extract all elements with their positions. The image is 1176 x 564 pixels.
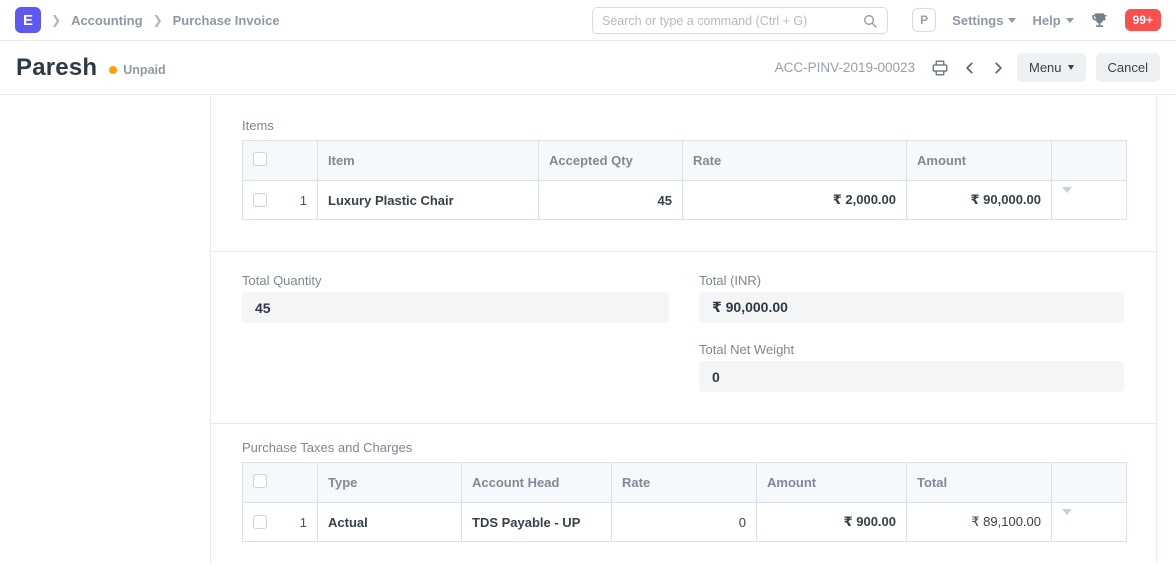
breadcrumb-purchase-invoice[interactable]: Purchase Invoice — [172, 12, 280, 28]
row-index: 1 — [299, 192, 307, 208]
tax-total-cell[interactable]: ₹ 89,100.00 — [906, 502, 1052, 542]
items-header-accepted-qty: Accepted Qty — [538, 140, 683, 181]
items-table-row: 1 Luxury Plastic Chair 45 ₹ 2,000.00 ₹ 9… — [242, 180, 1127, 220]
rate-cell[interactable]: ₹ 2,000.00 — [682, 180, 907, 220]
cancel-button-label: Cancel — [1107, 60, 1148, 75]
document-id: ACC-PINV-2019-00023 — [774, 60, 915, 75]
cancel-button[interactable]: Cancel — [1095, 53, 1160, 82]
breadcrumb-chevron-icon: ❯ — [51, 13, 62, 27]
items-section: Items Item Accepted Qty Rate Amount — [211, 95, 1156, 252]
taxes-header-amount: Amount — [756, 462, 907, 503]
settings-menu[interactable]: Settings — [952, 12, 1017, 28]
taxes-section-label: Purchase Taxes and Charges — [242, 440, 413, 455]
menu-button-label: Menu — [1029, 60, 1062, 75]
page-title: Paresh — [16, 53, 98, 81]
unpaid-status-dot-icon — [109, 65, 118, 74]
total-net-weight-value: 0 — [699, 361, 1124, 392]
form-container: Items Item Accepted Qty Rate Amount — [210, 95, 1157, 563]
total-net-weight-field: Total Net Weight 0 — [699, 342, 1124, 392]
row-checkbox[interactable] — [253, 193, 267, 207]
breadcrumb-chevron-icon: ❯ — [152, 13, 163, 27]
items-section-label: Items — [242, 118, 274, 133]
items-header-row: Item Accepted Qty Rate Amount — [242, 140, 1127, 181]
status-badge: Unpaid — [109, 62, 166, 77]
amount-cell[interactable]: ₹ 90,000.00 — [906, 180, 1052, 220]
chevron-down-icon — [1067, 65, 1074, 70]
row-checkbox[interactable] — [253, 515, 267, 529]
account-head-cell[interactable]: TDS Payable - UP — [461, 502, 612, 542]
chevron-right-icon — [991, 61, 1005, 75]
total-inr-value: ₹ 90,000.00 — [699, 292, 1124, 323]
total-inr-label: Total (INR) — [699, 273, 762, 288]
settings-label: Settings — [952, 12, 1004, 28]
dropdown-caret-icon — [1062, 508, 1072, 530]
chevron-down-icon — [1065, 17, 1074, 23]
taxes-table: Type Account Head Rate Amount Total 1 — [242, 462, 1127, 542]
total-quantity-label: Total Quantity — [242, 273, 322, 288]
form-body: Items Item Accepted Qty Rate Amount — [0, 95, 1176, 563]
type-cell[interactable]: Actual — [317, 502, 462, 542]
totals-section: Total Quantity 45 Total (INR) ₹ 90,000.0… — [211, 252, 1156, 424]
total-net-weight-label: Total Net Weight — [699, 342, 795, 357]
search-icon — [862, 13, 878, 29]
items-table: Item Accepted Qty Rate Amount 1 Luxury P… — [242, 140, 1127, 220]
chevron-down-icon — [1008, 17, 1017, 23]
breadcrumb-accounting[interactable]: Accounting — [71, 12, 143, 28]
user-avatar[interactable]: P — [912, 8, 937, 32]
items-header-rate: Rate — [682, 140, 907, 181]
row-index: 1 — [299, 514, 307, 530]
global-search[interactable] — [592, 7, 888, 34]
tax-amount-cell[interactable]: ₹ 900.00 — [756, 502, 907, 542]
total-quantity-value: 45 — [242, 292, 669, 323]
row-expand-toggle[interactable] — [1051, 180, 1127, 220]
print-button[interactable] — [929, 57, 951, 79]
taxes-header-rate: Rate — [611, 462, 757, 503]
taxes-header-row: Type Account Head Rate Amount Total — [242, 462, 1127, 503]
chevron-left-icon — [963, 61, 977, 75]
items-header-amount: Amount — [906, 140, 1052, 181]
help-menu[interactable]: Help — [1032, 12, 1074, 28]
notifications-badge[interactable]: 99+ — [1124, 9, 1161, 31]
select-all-checkbox[interactable] — [253, 474, 267, 488]
printer-icon — [931, 59, 949, 77]
prev-document-button[interactable] — [961, 59, 979, 77]
dropdown-caret-icon — [1062, 186, 1072, 208]
total-quantity-field: Total Quantity 45 — [242, 273, 669, 323]
item-cell[interactable]: Luxury Plastic Chair — [317, 180, 539, 220]
tax-rate-cell[interactable]: 0 — [611, 502, 757, 542]
accepted-qty-cell[interactable]: 45 — [538, 180, 683, 220]
taxes-section: Purchase Taxes and Charges Type Account … — [211, 424, 1156, 563]
taxes-header-total: Total — [906, 462, 1052, 503]
taxes-header-account-head: Account Head — [461, 462, 612, 503]
taxes-table-row: 1 Actual TDS Payable - UP 0 ₹ 900.00 ₹ 8… — [242, 502, 1127, 542]
help-label: Help — [1032, 12, 1061, 28]
select-all-checkbox[interactable] — [253, 152, 267, 166]
row-expand-toggle[interactable] — [1051, 502, 1127, 542]
menu-button[interactable]: Menu — [1017, 53, 1086, 82]
next-document-button[interactable] — [989, 59, 1007, 77]
taxes-header-type: Type — [317, 462, 462, 503]
app-logo[interactable]: E — [15, 7, 41, 33]
page-header: Paresh Unpaid ACC-PINV-2019-00023 Menu — [0, 41, 1176, 95]
status-label: Unpaid — [123, 62, 166, 77]
top-navbar: E ❯ Accounting ❯ Purchase Invoice P Sett… — [0, 0, 1176, 41]
items-header-item: Item — [317, 140, 539, 181]
leaderboard-trophy-icon[interactable] — [1090, 11, 1109, 30]
total-inr-field: Total (INR) ₹ 90,000.00 — [699, 273, 1124, 323]
search-input[interactable] — [602, 13, 862, 28]
